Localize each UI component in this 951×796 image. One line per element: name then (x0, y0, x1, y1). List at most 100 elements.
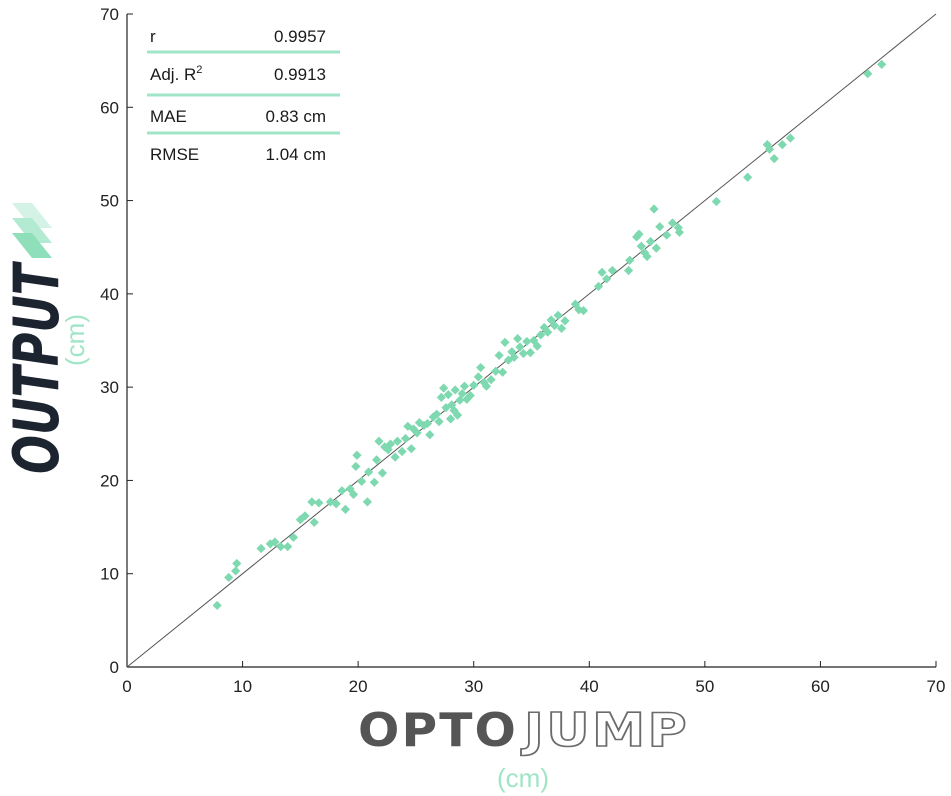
data-point (863, 69, 873, 79)
data-point (231, 566, 241, 576)
data-point (597, 267, 607, 278)
data-point (465, 390, 475, 401)
data-point (553, 310, 563, 320)
stat-label-r: r (150, 27, 156, 46)
logo-stripe-icon (12, 218, 52, 243)
data-point (352, 450, 362, 460)
data-point (425, 430, 435, 440)
data-point (536, 330, 546, 340)
stat-value-rmse: 1.04 cm (266, 145, 326, 164)
data-point (256, 543, 266, 554)
data-point (283, 542, 293, 552)
data-point (265, 539, 275, 549)
x-tick-label: 30 (464, 677, 483, 696)
optojump-logo: OPTO JUMP (358, 702, 689, 758)
data-point (446, 414, 456, 424)
data-point (491, 366, 501, 376)
data-point (447, 400, 457, 410)
data-point (419, 420, 429, 430)
data-point (314, 498, 324, 508)
data-point (500, 337, 510, 347)
data-point (436, 392, 446, 403)
data-point (529, 335, 539, 346)
data-point (476, 362, 486, 373)
data-point (762, 140, 772, 150)
data-point (462, 394, 472, 404)
data-point (409, 424, 419, 434)
data-point (593, 281, 604, 291)
jump-logo-text: JUMP (521, 703, 689, 757)
opto-logo-text: OPTO (358, 703, 518, 757)
x-axis-ticks: 0 10 20 30 40 50 60 70 (122, 661, 945, 696)
data-point (525, 348, 535, 358)
data-point (546, 315, 556, 325)
data-point (232, 558, 242, 569)
data-point (632, 232, 642, 242)
data-point (636, 241, 646, 251)
stats-table: r 0.9957 Adj. R2 0.9913 MAE 0.83 cm RMSE… (147, 27, 340, 164)
data-point (212, 600, 222, 611)
data-point (743, 172, 753, 182)
data-point (494, 350, 504, 361)
data-point (651, 243, 661, 253)
y-tick-label: 50 (100, 192, 119, 211)
y-tick-label: 10 (100, 565, 119, 584)
output-logo-text: OUTPUT (0, 261, 73, 474)
y-tick-label: 0 (110, 658, 119, 677)
output-logo: OUTPUT (0, 203, 73, 474)
data-point (532, 341, 542, 351)
data-point (764, 144, 775, 154)
logo-stripe-icon (12, 233, 52, 258)
data-point (439, 383, 449, 393)
data-point (645, 237, 656, 247)
data-point (667, 218, 678, 228)
y-tick-label: 40 (100, 285, 119, 304)
data-point (457, 389, 467, 399)
y-axis-unit-label: (cm) (60, 314, 90, 366)
data-point (385, 439, 396, 449)
data-point (434, 417, 444, 427)
data-point (351, 461, 361, 472)
data-point (443, 390, 453, 400)
x-tick-label: 10 (233, 677, 252, 696)
data-point (432, 409, 442, 419)
stat-label-mae: MAE (150, 107, 187, 126)
data-point (369, 477, 379, 487)
data-point (769, 153, 779, 164)
x-tick-label: 20 (349, 677, 368, 696)
data-point (397, 446, 407, 457)
data-point (539, 322, 549, 333)
data-point (300, 511, 310, 521)
data-point (556, 323, 567, 333)
data-point (422, 418, 433, 429)
data-point (459, 381, 470, 391)
data-point (515, 342, 525, 352)
data-point (288, 532, 299, 542)
x-tick-label: 0 (122, 677, 131, 696)
data-point (662, 230, 672, 240)
x-tick-label: 60 (811, 677, 830, 696)
data-point (362, 497, 372, 507)
data-point (673, 223, 683, 233)
data-point (224, 572, 234, 583)
data-point (363, 467, 374, 477)
data-point (543, 327, 553, 337)
stat-label-adj-r2: Adj. R2 (150, 64, 202, 84)
y-axis-ticks: 0 10 20 30 40 50 60 70 (100, 5, 133, 677)
data-point (406, 444, 416, 454)
data-point (403, 421, 413, 431)
data-points (212, 59, 887, 611)
data-point (634, 229, 644, 239)
data-point (400, 433, 411, 444)
data-point (522, 336, 532, 347)
data-point (276, 542, 286, 552)
stat-value-r: 0.9957 (274, 27, 326, 46)
y-tick-label: 70 (100, 5, 119, 24)
axes (126, 14, 936, 668)
data-point (392, 436, 403, 446)
data-point (455, 395, 465, 405)
x-tick-label: 70 (927, 677, 946, 696)
data-point (337, 486, 347, 496)
data-point (625, 255, 635, 265)
